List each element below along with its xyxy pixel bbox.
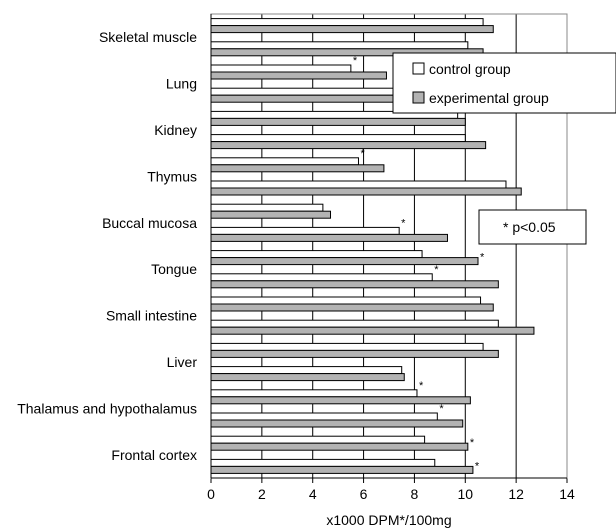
x-tick-label: 10	[457, 486, 473, 502]
bar-control	[210, 435, 426, 444]
significance-star: *	[470, 437, 475, 449]
bar-control	[210, 226, 400, 235]
bar-experimental	[210, 25, 494, 34]
bar-control	[210, 458, 436, 467]
bar-experimental	[210, 71, 387, 80]
bar-experimental	[210, 210, 332, 219]
significance-note: * p<0.05	[478, 209, 587, 245]
x-tick-label: 4	[309, 486, 317, 502]
category-label: Liver	[167, 354, 198, 370]
category-label: Frontal cortex	[111, 447, 197, 463]
bar-control	[210, 319, 499, 328]
category-label: Skeletal muscle	[99, 29, 197, 45]
x-tick-label: 12	[508, 486, 524, 502]
axes: 0 2 4 6 8 10 12 14	[207, 13, 575, 502]
bar-experimental	[210, 187, 522, 196]
category-labels: Skeletal muscle Lung Kidney Thymus Buccal mu…	[17, 29, 197, 463]
x-tick-label: 0	[207, 486, 215, 502]
significance-star: *	[401, 217, 406, 229]
legend-swatch-control	[412, 62, 425, 75]
bar-control	[210, 18, 484, 27]
bar-control	[210, 250, 423, 259]
bar-experimental	[210, 465, 474, 474]
bar-experimental	[210, 419, 464, 428]
significance-star: *	[419, 380, 424, 392]
significance-star: *	[480, 252, 485, 264]
legend-box	[392, 52, 616, 114]
bar-experimental	[210, 303, 494, 312]
bar-control	[210, 41, 469, 50]
bar-control	[210, 180, 507, 189]
bar-experimental	[210, 233, 448, 242]
bar-control	[210, 157, 359, 166]
bar-experimental	[210, 164, 385, 173]
bar-experimental	[210, 117, 466, 126]
bar-control	[210, 412, 438, 421]
significance-star: *	[439, 403, 444, 415]
category-label: Lung	[166, 76, 197, 92]
significance-stars: *********	[353, 55, 485, 472]
x-tick-label: 6	[360, 486, 368, 502]
legend: control group experimental group	[392, 52, 616, 114]
legend-label-control: control group	[429, 61, 511, 77]
bar-experimental	[210, 141, 487, 150]
significance-star: *	[360, 148, 365, 160]
legend-label-experimental: experimental group	[429, 90, 549, 106]
category-label: Buccal mucosa	[102, 215, 197, 231]
bar-experimental	[210, 349, 499, 358]
bar-control	[210, 203, 324, 212]
significance-star: *	[353, 55, 358, 67]
bar-control	[210, 64, 352, 73]
legend-swatch-experimental	[412, 91, 425, 104]
category-label: Small intestine	[106, 308, 197, 324]
bar-experimental	[210, 280, 499, 289]
x-tick-label: 2	[258, 486, 266, 502]
bar-control	[210, 273, 433, 282]
bar-control	[210, 389, 418, 398]
significance-star: *	[434, 264, 439, 276]
bar-experimental	[210, 373, 405, 382]
significance-star: *	[475, 460, 480, 472]
category-label: Thalamus and hypothalamus	[17, 400, 197, 416]
category-label: Tongue	[151, 261, 197, 277]
category-label: Thymus	[147, 168, 197, 184]
bar-experimental	[210, 326, 535, 335]
category-label: Kidney	[154, 122, 197, 138]
x-tick-label: 8	[411, 486, 419, 502]
bar-experimental	[210, 442, 469, 451]
bar-experimental	[210, 396, 471, 405]
note-box	[478, 209, 587, 245]
bar-control	[210, 296, 482, 305]
bar-control	[210, 366, 403, 375]
bar-control	[210, 134, 466, 143]
x-axis-title: x1000 DPM*/100mg	[326, 512, 451, 528]
x-tick-label: 14	[559, 486, 575, 502]
note-text: * p<0.05	[503, 219, 556, 235]
bar-control	[210, 342, 484, 351]
